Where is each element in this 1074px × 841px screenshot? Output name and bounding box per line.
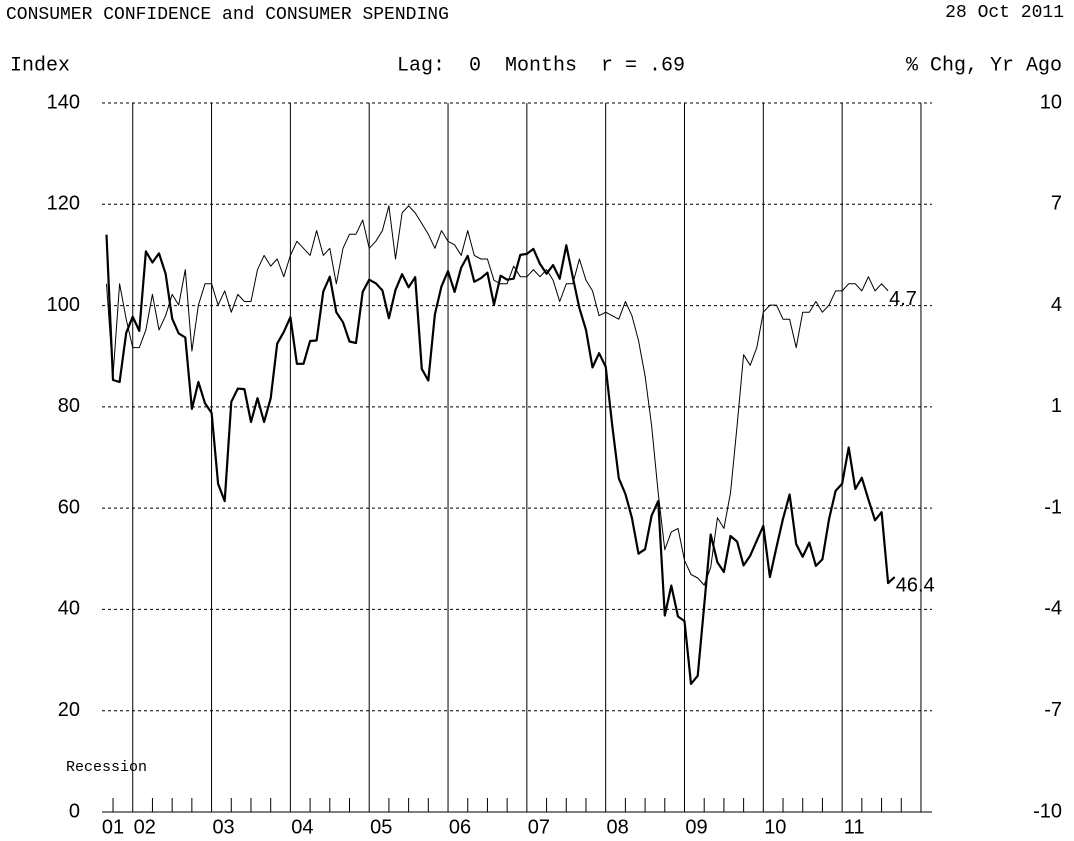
y2-tick-label: 1 [1051, 395, 1062, 417]
x-tick-label: 11 [844, 816, 865, 838]
y2-tick-label: 4 [1051, 294, 1062, 316]
y-tick-label: 120 [47, 193, 80, 215]
y2-tick-label: 10 [1040, 91, 1062, 113]
y-tick-label: 40 [58, 598, 80, 620]
date: 28 Oct 2011 [945, 3, 1064, 23]
y2-tick-label: 7 [1051, 193, 1062, 215]
x-tick-label: 10 [764, 816, 786, 838]
y2-axis-label: % Chg, Yr Ago [906, 54, 1062, 77]
y-tick-label: 60 [58, 496, 80, 518]
series-line [105, 234, 896, 685]
x-tick-label: 03 [212, 816, 234, 838]
y-tick-label: 140 [47, 91, 80, 113]
x-tick-label: 02 [134, 816, 156, 838]
y2-tick-label: -1 [1044, 496, 1062, 518]
y-tick-label: 80 [58, 395, 80, 417]
y2-tick-label: -10 [1033, 800, 1062, 822]
x-tick-label: 05 [370, 816, 392, 838]
y-tick-label: 0 [69, 800, 80, 822]
y-tick-label: 20 [58, 699, 80, 721]
x-tick-label: 07 [528, 816, 550, 838]
y2-tick-label: -7 [1044, 699, 1062, 721]
chart-title: CONSUMER CONFIDENCE and CONSUMER SPENDIN… [6, 5, 449, 25]
end-value-label: 4.7 [889, 288, 917, 310]
x-tick-label: 04 [291, 816, 313, 838]
y2-tick-label: -4 [1044, 598, 1062, 620]
x-tick-label: 09 [685, 816, 707, 838]
subtitle: Lag: 0 Months r = .69 [397, 54, 685, 77]
y-axis-label: Index [10, 54, 70, 77]
y-tick-label: 100 [47, 294, 80, 316]
series-line [106, 205, 889, 586]
annotation: Recession [66, 759, 147, 776]
x-tick-label: 01 [102, 816, 124, 838]
x-tick-label: 06 [449, 816, 471, 838]
end-value-label: 46.4 [896, 574, 935, 596]
x-tick-label: 08 [607, 816, 629, 838]
